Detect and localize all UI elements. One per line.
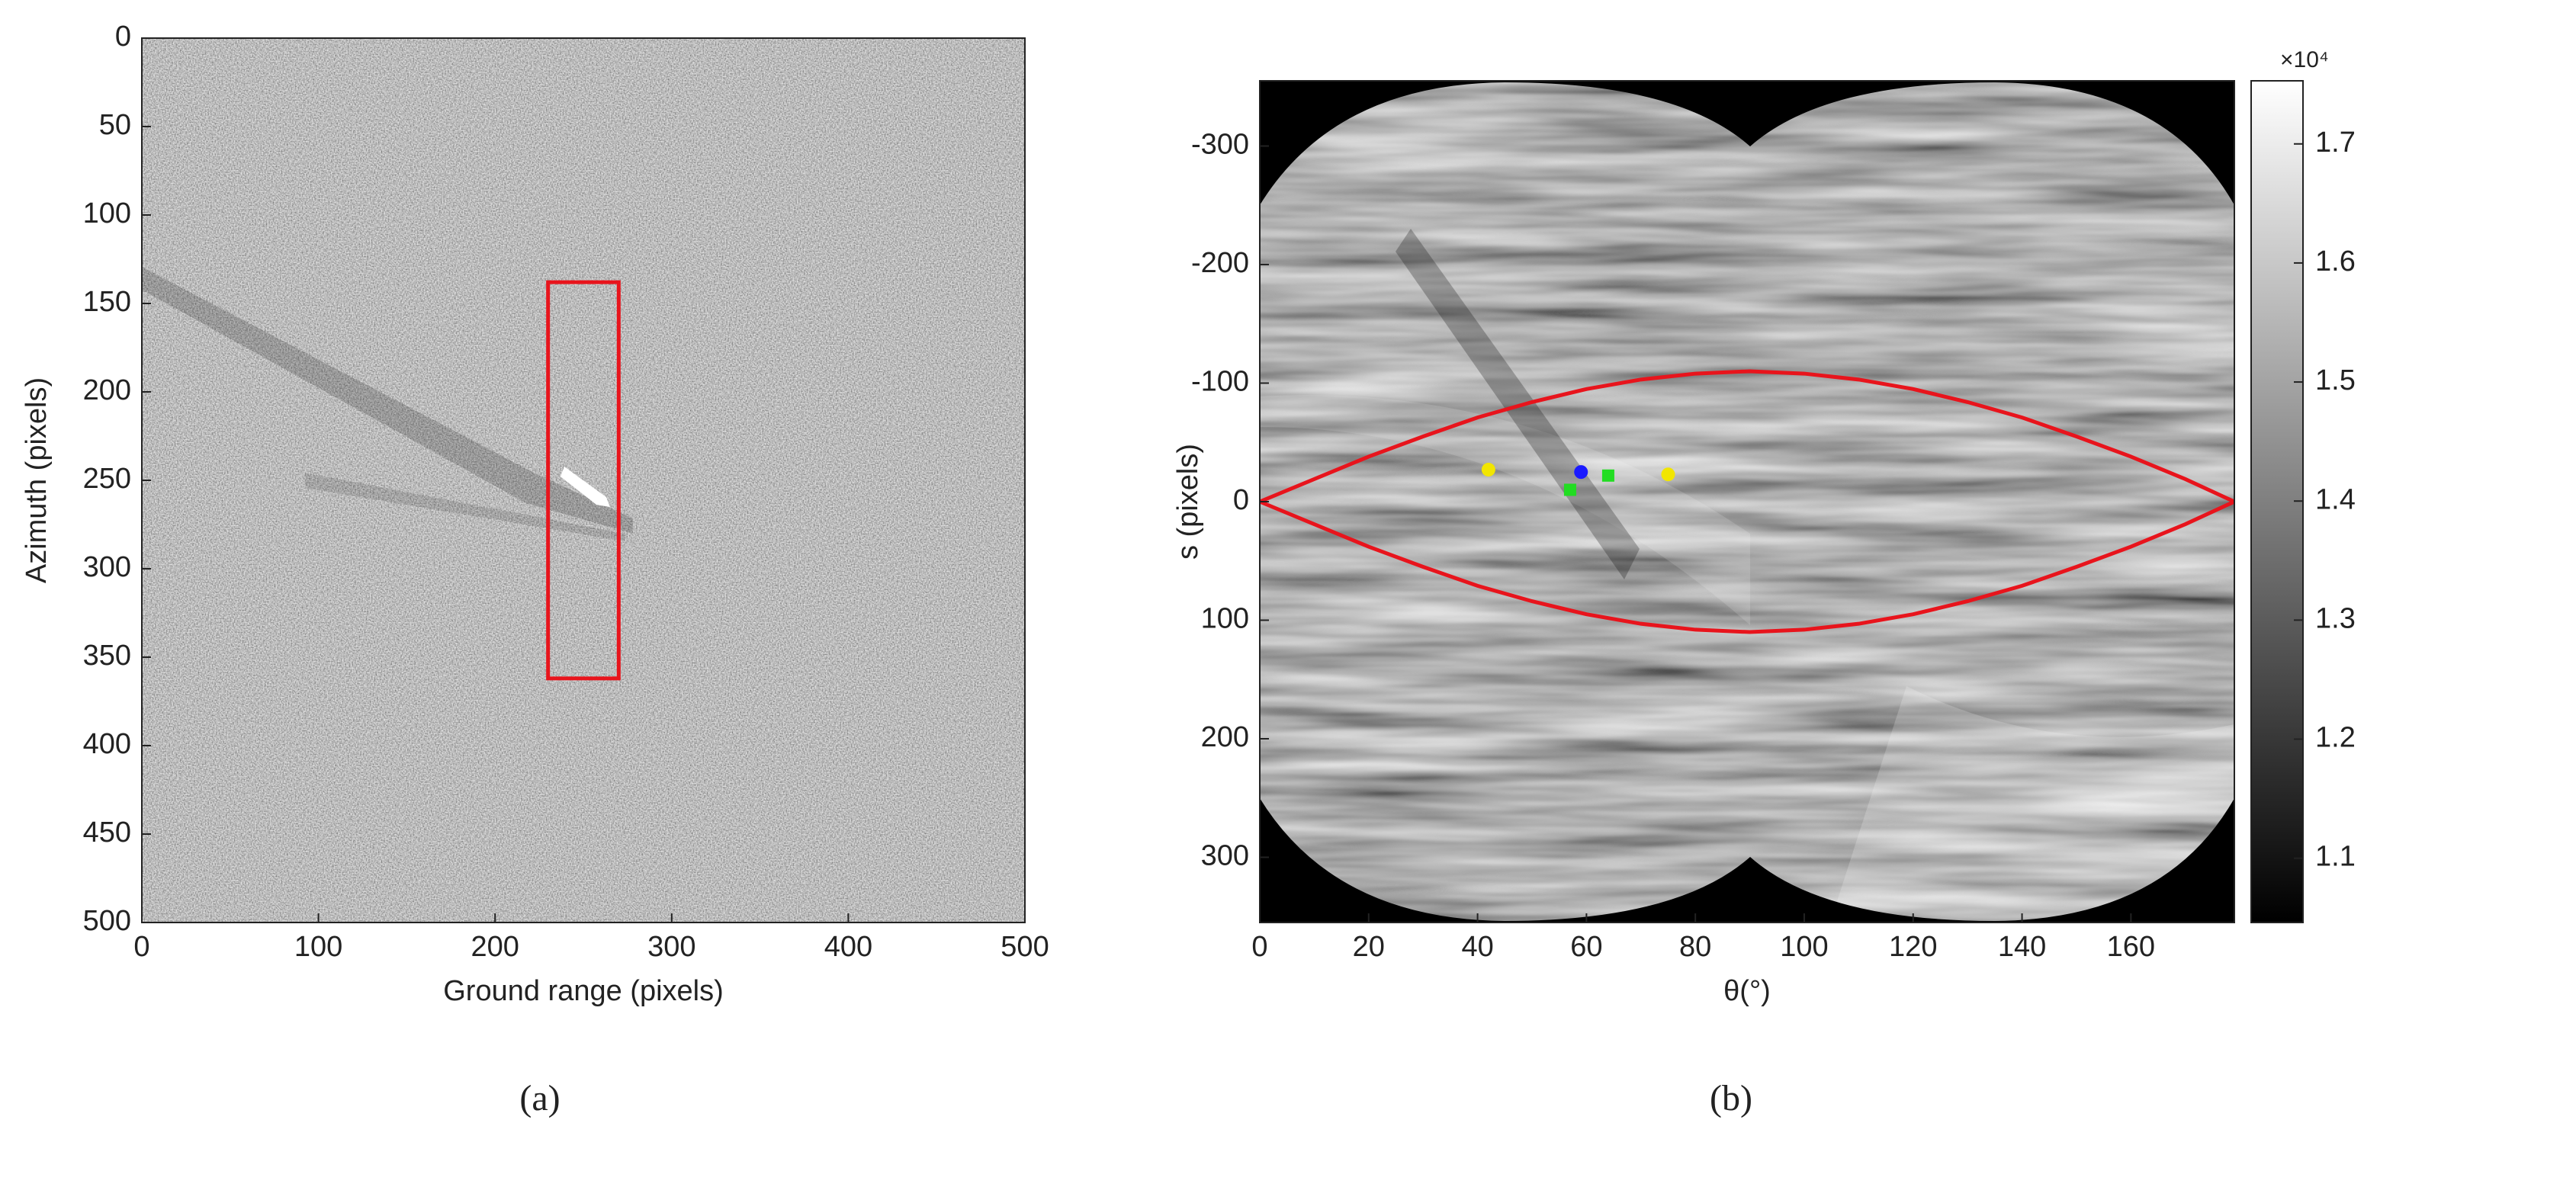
y-tick-label: 300 (1201, 840, 1249, 872)
bright-band (1830, 686, 2234, 921)
y-tick-label: 200 (1201, 721, 1249, 753)
colorbar-tick-label: 1.4 (2315, 483, 2356, 515)
colorbar-exponent: ×10⁴ (2280, 47, 2329, 72)
x-tick-label: 20 (1353, 931, 1385, 963)
point (1661, 467, 1675, 482)
x-tick-label: 60 (1570, 931, 1602, 963)
point (1481, 463, 1495, 477)
x-tick-label: 0 (133, 931, 149, 963)
x-tick-label: 160 (2107, 931, 2155, 963)
roi-box (546, 280, 621, 681)
y-axis-label: Azimuth (pixels) (21, 377, 53, 583)
y-tick-label: 350 (83, 640, 131, 672)
colorbar-tick-label: 1.5 (2315, 364, 2356, 396)
x-tick-label: 300 (647, 931, 695, 963)
y-tick-label: 100 (83, 197, 131, 229)
ship (560, 467, 610, 507)
radon-image (1260, 82, 2234, 921)
sar-image (142, 38, 1025, 922)
y-tick-label: 100 (1201, 603, 1249, 635)
y-tick-label: 450 (83, 817, 131, 849)
y-tick-label: 0 (1233, 484, 1249, 516)
x-axis-label: Ground range (pixels) (443, 975, 724, 1007)
y-tick-label: 200 (83, 374, 131, 406)
x-tick-label: 140 (1998, 931, 2046, 963)
point (1563, 483, 1576, 496)
wake-streak (305, 473, 625, 541)
radon-texture (1260, 82, 2234, 921)
x-tick-label: 100 (294, 931, 342, 963)
x-tick-label: 0 (1251, 931, 1267, 963)
colorbar-tick-label: 1.1 (2315, 841, 2356, 873)
x-tick-label: 100 (1780, 931, 1828, 963)
point (1601, 469, 1614, 482)
colorbar-tick-label: 1.2 (2315, 722, 2356, 754)
caption: (b) (1710, 1078, 1752, 1118)
wake-streak (142, 267, 633, 534)
caption: (a) (519, 1078, 560, 1118)
x-tick-label: 120 (1889, 931, 1937, 963)
x-tick-label: 400 (824, 931, 872, 963)
y-tick-label: -100 (1191, 366, 1249, 398)
y-tick-label: -300 (1191, 129, 1249, 161)
x-axis-label: θ(°) (1723, 975, 1771, 1007)
y-tick-label: -200 (1191, 247, 1249, 279)
bright-band (1260, 395, 1750, 625)
x-tick-label: 200 (471, 931, 519, 963)
curve (1259, 499, 2236, 634)
x-tick-label: 40 (1461, 931, 1493, 963)
y-tick-label: 150 (83, 286, 131, 318)
colorbar-tick-label: 1.3 (2315, 602, 2356, 634)
y-tick-label: 250 (83, 463, 131, 495)
y-tick-label: 500 (83, 905, 131, 937)
y-axis-label: s (pixels) (1172, 444, 1204, 560)
x-tick-label: 500 (1001, 931, 1049, 963)
y-tick-label: 0 (115, 21, 131, 53)
y-tick-label: 300 (83, 551, 131, 583)
colorbar-tick-label: 1.7 (2315, 127, 2356, 159)
y-tick-label: 400 (83, 728, 131, 760)
colorbar-tick-label: 1.6 (2315, 245, 2356, 278)
curve (1259, 369, 2236, 504)
y-tick-label: 50 (99, 109, 131, 141)
dark-band (1396, 229, 1640, 579)
point (1574, 465, 1588, 480)
x-tick-label: 80 (1679, 931, 1711, 963)
